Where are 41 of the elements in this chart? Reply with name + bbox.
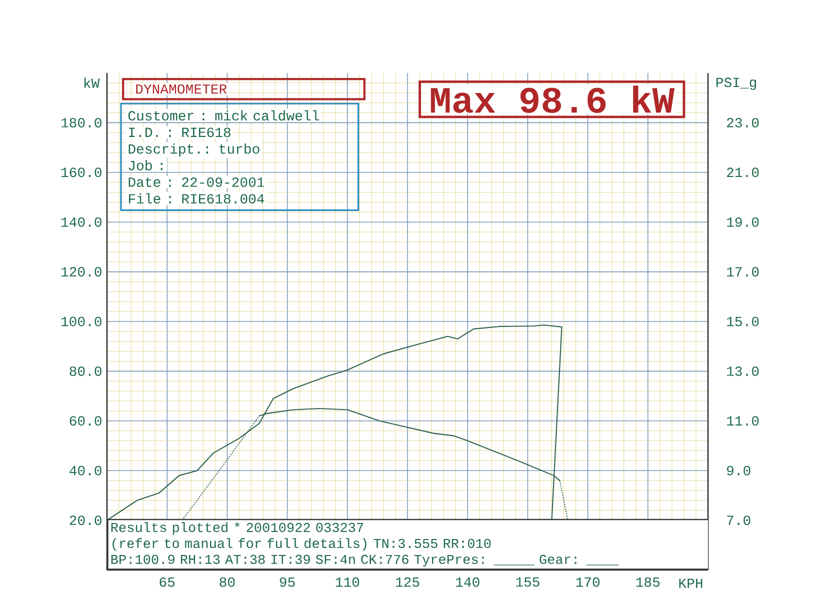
x-tick-label: 110: [336, 577, 360, 587]
x-tick-label: 185: [636, 577, 660, 587]
y-tick-label: 180.0: [61, 118, 102, 128]
y-tick-label: 80.0: [70, 366, 102, 376]
x-tick-label: 125: [396, 577, 420, 587]
y-tick-label: 60.0: [70, 416, 102, 426]
x-tick-label: 140: [456, 577, 480, 587]
annotation: Job :: [128, 160, 162, 170]
y2-tick-label: 19.0: [727, 217, 759, 227]
y-tick-label: 120.0: [61, 267, 102, 277]
chart-subtitle: Max 98.6 kW: [430, 86, 675, 113]
text: DYNAMOMETER: [136, 84, 227, 94]
x-tick-label: 155: [516, 577, 540, 587]
x-tick-label: 170: [576, 577, 600, 587]
y2-tick-label: 9.0: [726, 466, 750, 476]
y-tick-label: 140.0: [61, 217, 102, 227]
annotation: BP:100.9 RH:13 AT:38 IT:39 SF:4n CK:776 TyrePres: _____ Gear: ____: [111, 554, 619, 567]
y-tick-label: 40.0: [70, 466, 102, 476]
annotation: Date : 22-09-2001: [128, 177, 264, 187]
annotation: Descript.: turbo: [128, 143, 260, 156]
y2-tick-label: 23.0: [727, 118, 759, 128]
y2-tick-label: 15.0: [727, 316, 759, 326]
y2-tick-label: 7.0: [727, 516, 750, 526]
y-axis-title: kW: [84, 78, 100, 88]
y2-tick-label: 13.0: [727, 366, 759, 376]
y2-axis-title: PSI_g: [716, 78, 756, 90]
annotation: Results plotted * 20010922 033237: [111, 522, 364, 535]
x-tick-label: 95: [280, 577, 295, 587]
x-tick-label: 65: [160, 577, 175, 587]
annotation: (refer to manual for full details) TN:3.555 RR:010: [112, 538, 491, 551]
y-tick-label: 20.0: [70, 516, 102, 526]
x-axis-title: KPH: [679, 578, 702, 588]
y2-tick-label: 17.0: [727, 267, 759, 277]
y-tick-label: 100.0: [61, 316, 102, 326]
y2-tick-label: 11.0: [727, 416, 759, 426]
annotation: Customer : mick caldwell: [128, 110, 319, 121]
annotation: I.D. : RIE618: [129, 128, 230, 138]
y2-tick-label: 21.0: [727, 168, 759, 178]
y-tick-label: 160.0: [61, 168, 102, 178]
x-tick-label: 80: [220, 577, 235, 587]
annotation: File : RIE618.004: [128, 193, 264, 204]
